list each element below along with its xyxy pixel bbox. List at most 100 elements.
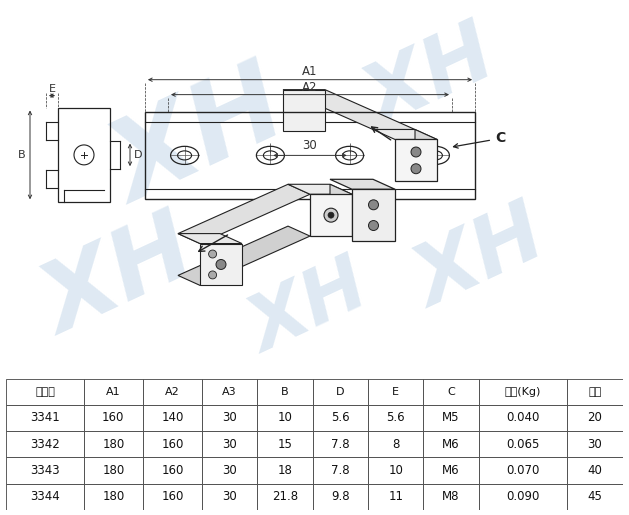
Polygon shape	[330, 184, 352, 236]
Bar	[368, 431, 423, 457]
Bar	[313, 431, 368, 457]
Text: B: B	[18, 150, 26, 160]
Bar	[567, 431, 623, 457]
Circle shape	[369, 200, 379, 210]
Text: 3343: 3343	[30, 464, 60, 477]
Bar	[313, 457, 368, 484]
Circle shape	[324, 208, 338, 222]
Text: 重量(Kg): 重量(Kg)	[505, 387, 541, 397]
Text: XH: XH	[30, 204, 211, 354]
Polygon shape	[415, 129, 437, 181]
Text: 7.8: 7.8	[331, 464, 350, 477]
Text: 160: 160	[161, 438, 184, 451]
Text: 30: 30	[303, 139, 318, 152]
Text: 30: 30	[222, 411, 237, 424]
Text: 18: 18	[277, 464, 292, 477]
Bar	[567, 379, 623, 405]
Bar	[368, 457, 423, 484]
Circle shape	[209, 271, 216, 279]
Bar	[257, 431, 313, 457]
Circle shape	[411, 147, 421, 157]
Text: A3: A3	[222, 387, 237, 397]
Bar	[145, 112, 475, 199]
Bar	[423, 431, 479, 457]
Text: 15: 15	[277, 438, 292, 451]
Circle shape	[328, 212, 334, 218]
Bar	[84, 379, 143, 405]
Bar	[58, 108, 110, 202]
Text: B: B	[281, 387, 289, 397]
Bar	[143, 405, 202, 431]
Bar	[6, 405, 84, 431]
Bar	[313, 405, 368, 431]
Text: 180: 180	[102, 438, 125, 451]
Polygon shape	[310, 194, 352, 236]
Bar	[202, 457, 257, 484]
Bar	[202, 431, 257, 457]
Text: C: C	[454, 131, 505, 148]
Text: 30: 30	[587, 438, 603, 451]
Bar	[6, 431, 84, 457]
Text: 30: 30	[222, 490, 237, 503]
Polygon shape	[395, 140, 437, 181]
Text: XH: XH	[239, 249, 381, 368]
Bar	[368, 405, 423, 431]
Polygon shape	[178, 184, 310, 244]
Text: M8: M8	[442, 490, 460, 503]
Bar	[423, 379, 479, 405]
Bar	[423, 405, 479, 431]
Circle shape	[411, 164, 421, 174]
Polygon shape	[178, 234, 242, 244]
Text: A2: A2	[303, 81, 318, 94]
Bar	[479, 405, 567, 431]
Text: M5: M5	[442, 411, 460, 424]
Polygon shape	[352, 190, 395, 241]
Bar	[313, 484, 368, 510]
Text: 0.090: 0.090	[506, 490, 540, 503]
Bar	[368, 484, 423, 510]
Bar	[423, 484, 479, 510]
Text: 160: 160	[161, 490, 184, 503]
Polygon shape	[283, 90, 325, 131]
Bar	[6, 379, 84, 405]
Text: 30: 30	[222, 438, 237, 451]
Text: 5.6: 5.6	[331, 411, 350, 424]
Circle shape	[369, 220, 379, 231]
Bar	[84, 484, 143, 510]
Text: 3342: 3342	[30, 438, 60, 451]
Polygon shape	[200, 244, 242, 285]
Text: 10: 10	[277, 411, 292, 424]
Bar	[479, 457, 567, 484]
Text: 20: 20	[587, 411, 603, 424]
Bar	[567, 457, 623, 484]
Bar	[479, 379, 567, 405]
Polygon shape	[178, 226, 310, 285]
Bar	[423, 457, 479, 484]
Bar	[257, 379, 313, 405]
Text: 140: 140	[161, 411, 184, 424]
Text: A1: A1	[106, 387, 121, 397]
Bar	[479, 484, 567, 510]
Polygon shape	[330, 179, 395, 190]
Text: 10: 10	[388, 464, 403, 477]
Text: 0.070: 0.070	[506, 464, 540, 477]
Bar	[202, 484, 257, 510]
Text: 7.8: 7.8	[331, 438, 350, 451]
Text: 0.040: 0.040	[506, 411, 540, 424]
Bar	[143, 484, 202, 510]
Polygon shape	[283, 90, 415, 129]
Bar	[567, 405, 623, 431]
Bar	[143, 457, 202, 484]
Text: 5.6: 5.6	[386, 411, 405, 424]
Bar	[313, 379, 368, 405]
Text: D: D	[336, 387, 345, 397]
Bar	[479, 431, 567, 457]
Text: E: E	[48, 83, 55, 94]
Bar	[6, 457, 84, 484]
Text: 3341: 3341	[30, 411, 60, 424]
Text: M6: M6	[442, 438, 460, 451]
Text: 9.8: 9.8	[331, 490, 350, 503]
Bar	[257, 484, 313, 510]
Bar	[202, 379, 257, 405]
Text: 型号: 型号	[588, 387, 602, 397]
